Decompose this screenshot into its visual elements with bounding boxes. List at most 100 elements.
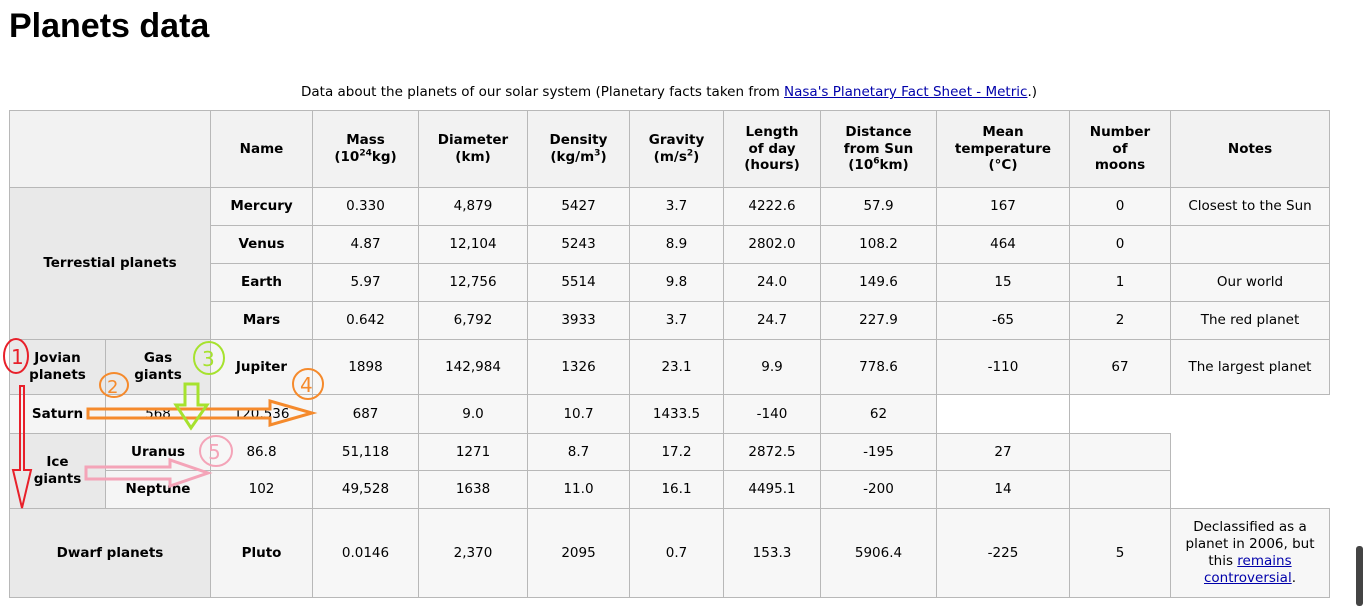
neptune-col-7: -200 xyxy=(820,470,937,509)
header-notes: Notes xyxy=(1170,110,1330,188)
jupiter-diameter: 142,984 xyxy=(418,339,528,395)
earth-distance: 149.6 xyxy=(820,263,937,302)
neptune-col-2: 49,528 xyxy=(312,470,419,509)
mars-moons: 2 xyxy=(1069,301,1171,340)
planet-name-mercury: Mercury xyxy=(210,187,313,226)
venus-moons: 0 xyxy=(1069,225,1171,264)
page-title: Planets data xyxy=(9,7,210,45)
saturn-col-2: 120,536 xyxy=(210,394,313,434)
jupiter-moons: 67 xyxy=(1069,339,1171,395)
annotation-number-1: 1 xyxy=(11,345,24,369)
planet-name-pluto: Pluto xyxy=(210,508,313,598)
pluto-moons: 5 xyxy=(1069,508,1171,598)
annotation-number-3: 3 xyxy=(202,347,215,371)
header-length-of-day: Length of day (hours) xyxy=(723,110,821,188)
header-mass: Mass (1024kg) xyxy=(312,110,419,188)
mercury-density: 5427 xyxy=(527,187,630,226)
header-number-of-moons: Number of moons xyxy=(1069,110,1171,188)
mars-diameter: 6,792 xyxy=(418,301,528,340)
earth-diameter: 12,756 xyxy=(418,263,528,302)
mercury-day: 4222.6 xyxy=(723,187,821,226)
mercury-diameter: 4,879 xyxy=(418,187,528,226)
venus-gravity: 8.9 xyxy=(629,225,724,264)
earth-density: 5514 xyxy=(527,263,630,302)
annotation-number-4: 4 xyxy=(300,373,313,397)
pluto-day: 153.3 xyxy=(723,508,821,598)
group-dwarf-planets: Dwarf planets xyxy=(9,508,211,598)
annotation-arrow-3 xyxy=(173,382,210,431)
annotation-circle-1 xyxy=(3,338,29,374)
earth-notes: Our world xyxy=(1170,263,1330,302)
planet-name-jupiter: Jupiter xyxy=(210,339,313,395)
scrollbar-thumb[interactable] xyxy=(1356,546,1363,606)
pluto-density: 2095 xyxy=(527,508,630,598)
uranus-col-2: 51,118 xyxy=(312,433,419,471)
annotation-number-5: 5 xyxy=(208,440,221,464)
venus-density: 5243 xyxy=(527,225,630,264)
neptune-col-9 xyxy=(1069,470,1171,509)
planet-name-earth: Earth xyxy=(210,263,313,302)
pluto-notes: Declassified as a planet in 2006, but th… xyxy=(1170,508,1330,598)
uranus-col-3: 1271 xyxy=(418,433,528,471)
neptune-col-1: 102 xyxy=(210,470,313,509)
saturn-col-7: -140 xyxy=(723,394,821,434)
annotation-circle-4 xyxy=(292,368,324,400)
caption-text: Data about the planets of our solar syst… xyxy=(301,84,785,100)
annotation-circle-2 xyxy=(99,372,129,398)
uranus-col-8: 27 xyxy=(936,433,1070,471)
mars-mass: 0.642 xyxy=(312,301,419,340)
venus-notes xyxy=(1170,225,1330,264)
jupiter-day: 9.9 xyxy=(723,339,821,395)
jupiter-temperature: -110 xyxy=(936,339,1070,395)
uranus-col-9 xyxy=(1069,433,1171,471)
venus-diameter: 12,104 xyxy=(418,225,528,264)
jupiter-gravity: 23.1 xyxy=(629,339,724,395)
saturn-col-4: 9.0 xyxy=(418,394,528,434)
mercury-notes: Closest to the Sun xyxy=(1170,187,1330,226)
mercury-gravity: 3.7 xyxy=(629,187,724,226)
pluto-distance: 5906.4 xyxy=(820,508,937,598)
jupiter-notes: The largest planet xyxy=(1170,339,1330,395)
annotation-arrow-5 xyxy=(84,457,213,489)
annotation-number-2: 2 xyxy=(107,377,118,398)
annotation-circle-3 xyxy=(193,341,225,375)
pluto-gravity: 0.7 xyxy=(629,508,724,598)
planet-name-saturn: Saturn xyxy=(9,394,106,434)
pluto-temperature: -225 xyxy=(936,508,1070,598)
caption-suffix: .) xyxy=(1027,84,1037,100)
annotation-circle-5 xyxy=(199,435,233,467)
mars-distance: 227.9 xyxy=(820,301,937,340)
table-caption: Data about the planets of our solar syst… xyxy=(0,84,1338,100)
neptune-col-6: 4495.1 xyxy=(723,470,821,509)
venus-distance: 108.2 xyxy=(820,225,937,264)
uranus-col-6: 2872.5 xyxy=(723,433,821,471)
uranus-col-5: 17.2 xyxy=(629,433,724,471)
mercury-moons: 0 xyxy=(1069,187,1171,226)
mars-notes: The red planet xyxy=(1170,301,1330,340)
annotation-arrow-1 xyxy=(11,385,33,509)
planet-name-venus: Venus xyxy=(210,225,313,264)
planet-name-uranus: Uranus xyxy=(105,433,211,471)
group-terrestrial-planets: Terrestial planets xyxy=(9,187,211,340)
venus-day: 2802.0 xyxy=(723,225,821,264)
group-gas-giants: Gas giants xyxy=(105,339,211,395)
controversial-link[interactable]: controversial xyxy=(1204,569,1292,586)
uranus-col-7: -195 xyxy=(820,433,937,471)
jupiter-mass: 1898 xyxy=(312,339,419,395)
saturn-col-6: 1433.5 xyxy=(629,394,724,434)
header-gravity: Gravity (m/s2) xyxy=(629,110,724,188)
mars-density: 3933 xyxy=(527,301,630,340)
pluto-diameter: 2,370 xyxy=(418,508,528,598)
header-mean-temperature: Mean temperature (°C) xyxy=(936,110,1070,188)
remains-link[interactable]: remains xyxy=(1237,553,1292,569)
header-name: Name xyxy=(210,110,313,188)
jupiter-distance: 778.6 xyxy=(820,339,937,395)
earth-temperature: 15 xyxy=(936,263,1070,302)
uranus-col-4: 8.7 xyxy=(527,433,630,471)
annotation-arrow-2 xyxy=(86,399,318,427)
nasa-fact-sheet-link[interactable]: Nasa's Planetary Fact Sheet - Metric xyxy=(784,84,1028,100)
venus-temperature: 464 xyxy=(936,225,1070,264)
saturn-col-9 xyxy=(936,394,1070,434)
pluto-mass: 0.0146 xyxy=(312,508,419,598)
